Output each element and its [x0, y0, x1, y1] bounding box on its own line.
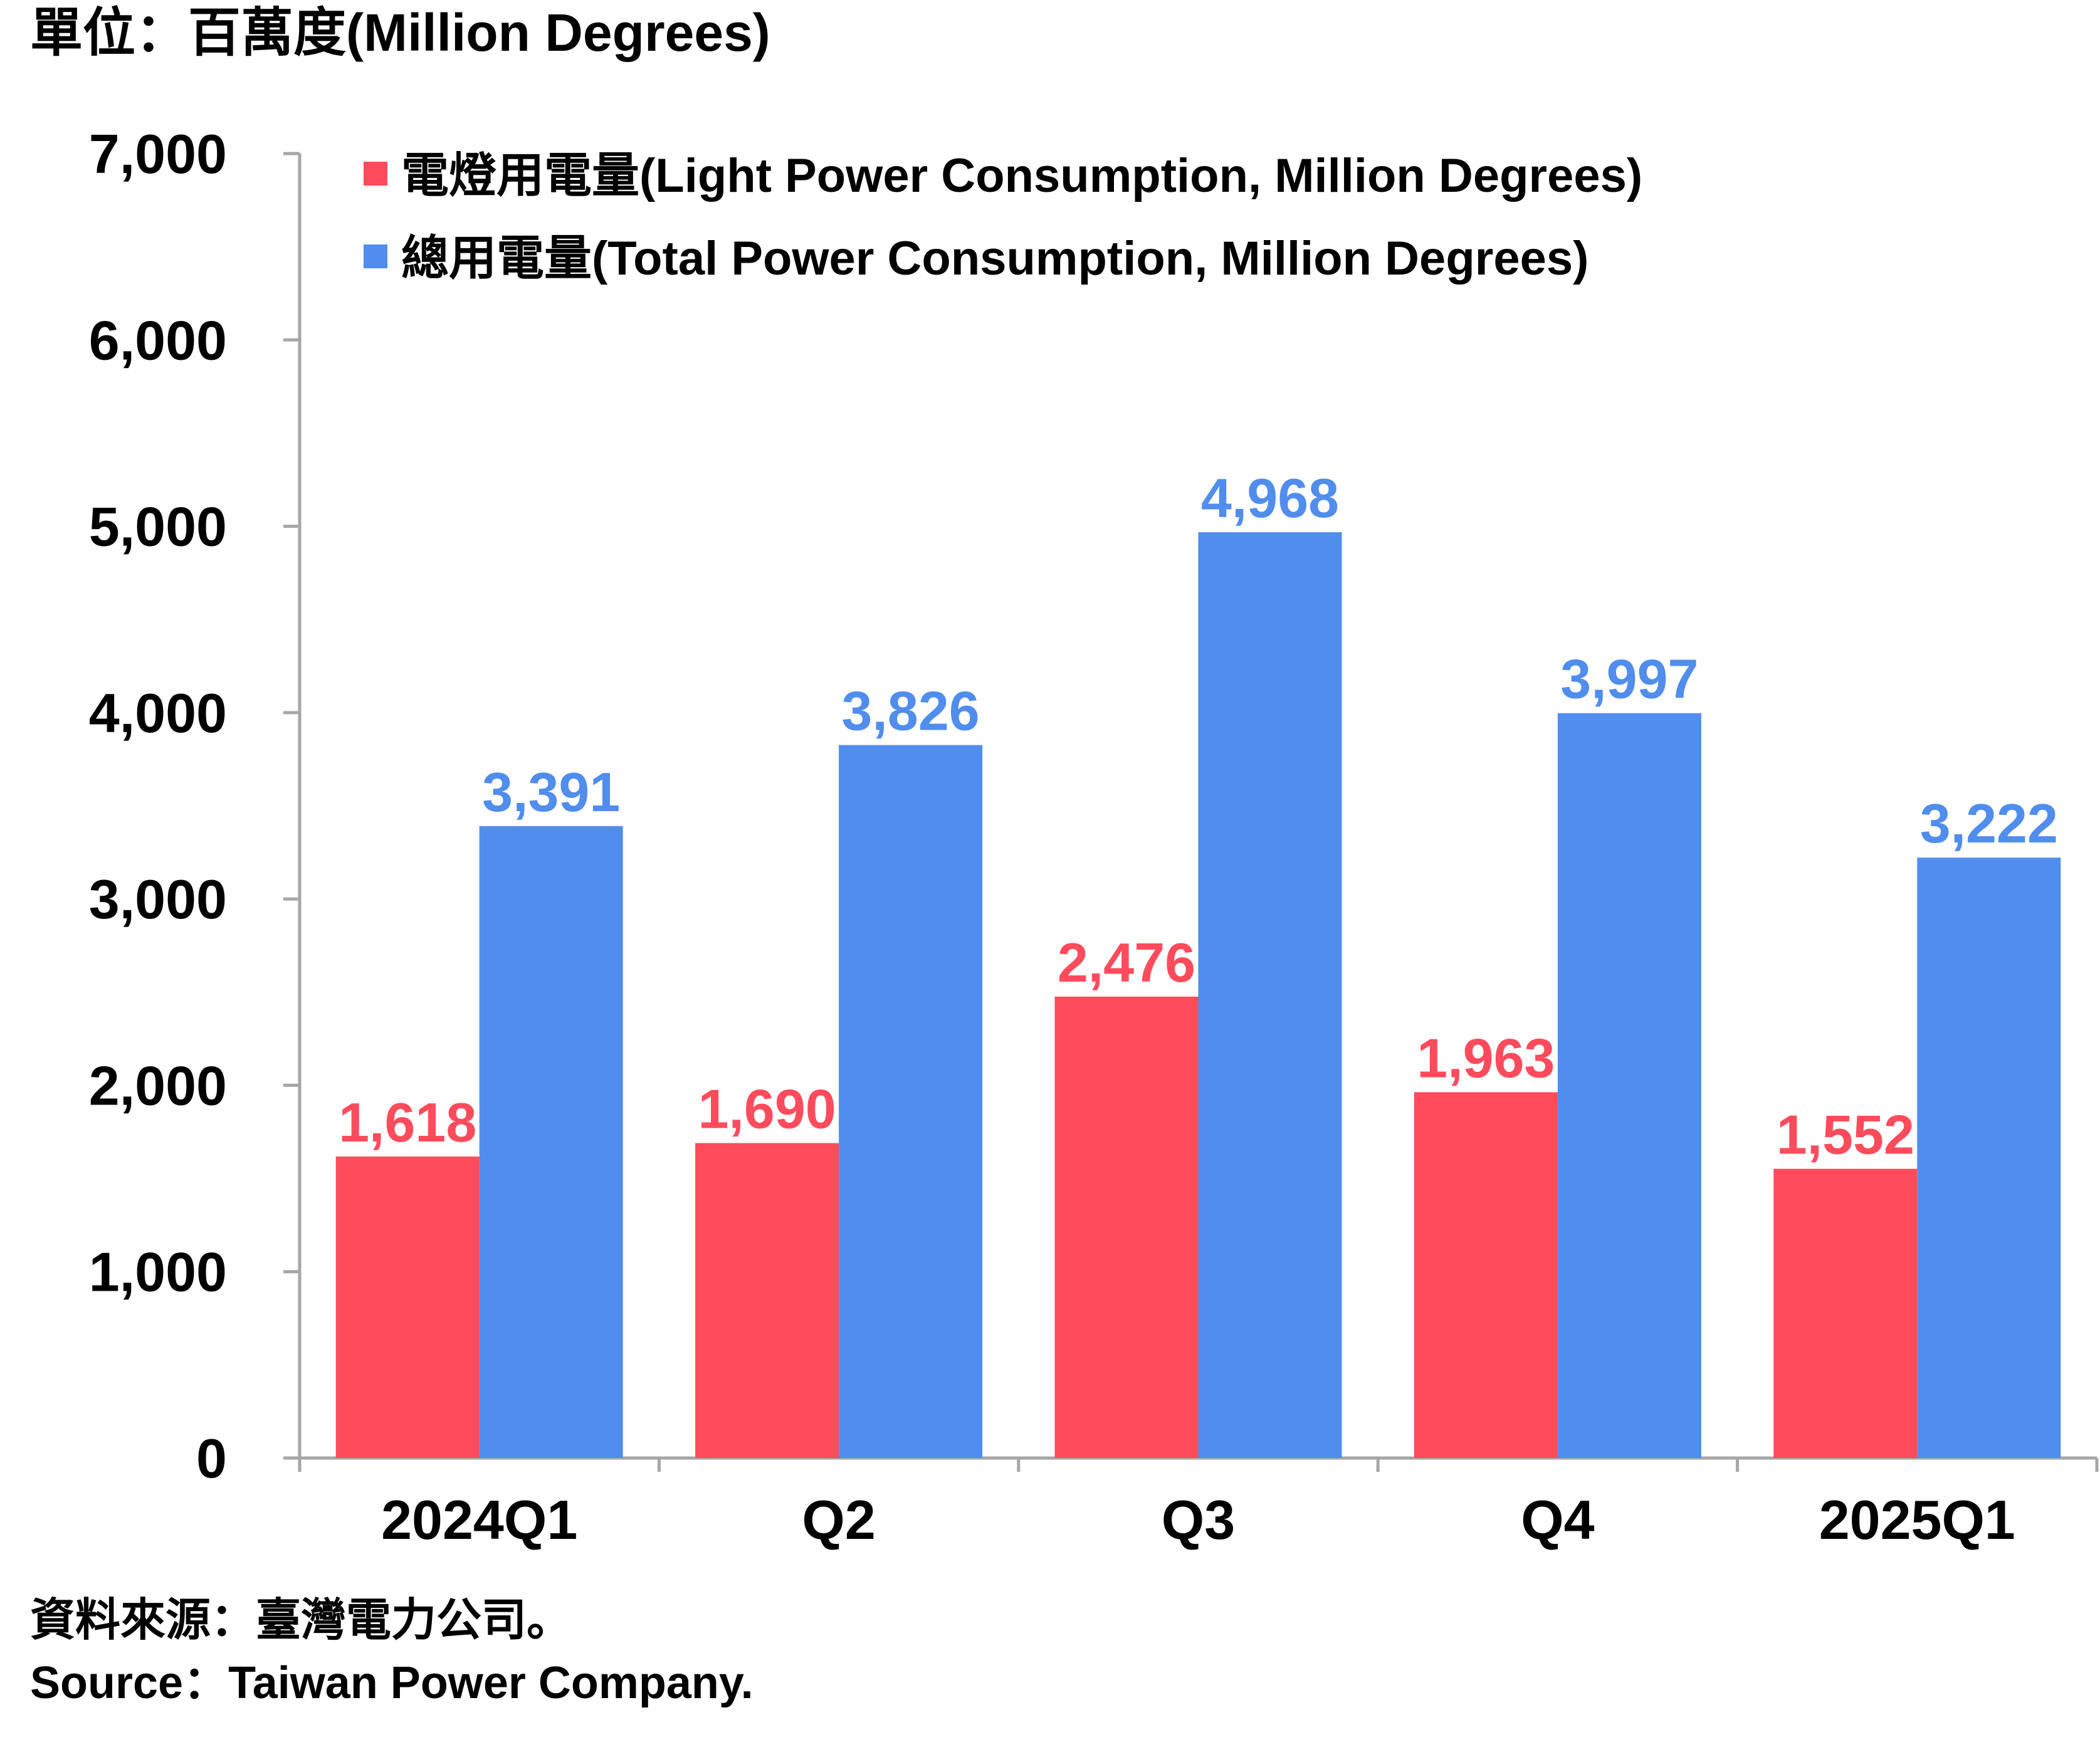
source-note-english: Source：Taiwan Power Company.	[30, 1658, 753, 1708]
unit-label: 單位：百萬度(Million Degrees)	[30, 3, 770, 62]
y-tick-label: 1,000	[89, 1241, 227, 1303]
bar-total-power	[1917, 858, 2061, 1458]
data-label-total-power: 3,997	[1560, 648, 1698, 710]
data-label-total-power: 3,222	[1920, 792, 2058, 854]
data-label-light-power: 1,552	[1777, 1104, 1914, 1166]
data-label-light-power: 2,476	[1058, 931, 1195, 994]
bar-light-power	[335, 1156, 480, 1458]
bar-light-power	[1054, 996, 1199, 1458]
bar-light-power	[1773, 1168, 1918, 1458]
bar-total-power	[1198, 532, 1342, 1458]
bar-chart: 0 1,000 2,000 3,000 4,000 5,000 6,000 7,000 202…	[89, 123, 2099, 1551]
legend-label-total-power: 總用電量(Total Power Consumption, Million De…	[401, 232, 1588, 285]
bars	[335, 532, 2061, 1458]
x-tick-label: 2024Q1	[381, 1489, 577, 1551]
y-tick-label: 2,000	[89, 1054, 227, 1116]
legend-label-light-power: 電燈用電量(Light Power Consumption, Million D…	[401, 149, 1642, 202]
x-tick-label: Q3	[1162, 1489, 1235, 1551]
source-note-chinese: 資料來源：臺灣電力公司。	[30, 1595, 572, 1645]
legend: 電燈用電量(Light Power Consumption, Million D…	[364, 149, 1642, 285]
x-tick-label: 2025Q1	[1819, 1489, 2015, 1551]
y-tick-label: 5,000	[89, 496, 227, 558]
data-label-light-power: 1,618	[339, 1091, 476, 1153]
y-axis: 0 1,000 2,000 3,000 4,000 5,000 6,000 7,000	[89, 123, 302, 1489]
y-tick-label: 4,000	[89, 682, 227, 744]
y-tick-label: 6,000	[89, 309, 227, 371]
data-label-light-power: 1,690	[698, 1078, 836, 1140]
legend-swatch-total-power	[364, 244, 387, 268]
y-tick-label: 3,000	[89, 868, 227, 930]
x-tick-label: Q2	[802, 1489, 875, 1551]
data-labels: 1,618 1,690 2,476 1,963 1,552 3,391 3,826 4,968…	[339, 467, 2058, 1166]
y-tick-label: 0	[196, 1427, 227, 1489]
data-label-total-power: 3,826	[841, 680, 979, 742]
y-tick-label: 7,000	[89, 123, 227, 185]
bar-light-power	[1414, 1092, 1558, 1458]
x-tick-label: Q4	[1521, 1489, 1594, 1551]
bar-light-power	[695, 1143, 839, 1458]
data-label-light-power: 1,963	[1417, 1027, 1555, 1089]
bar-total-power	[839, 745, 983, 1458]
bar-total-power	[1557, 713, 1701, 1458]
data-label-total-power: 3,391	[482, 761, 620, 823]
x-axis: 2024Q1 Q2 Q3 Q4 2025Q1	[298, 1456, 2099, 1551]
data-label-total-power: 4,968	[1201, 467, 1339, 529]
bar-total-power	[479, 826, 623, 1458]
legend-swatch-light-power	[364, 162, 387, 186]
